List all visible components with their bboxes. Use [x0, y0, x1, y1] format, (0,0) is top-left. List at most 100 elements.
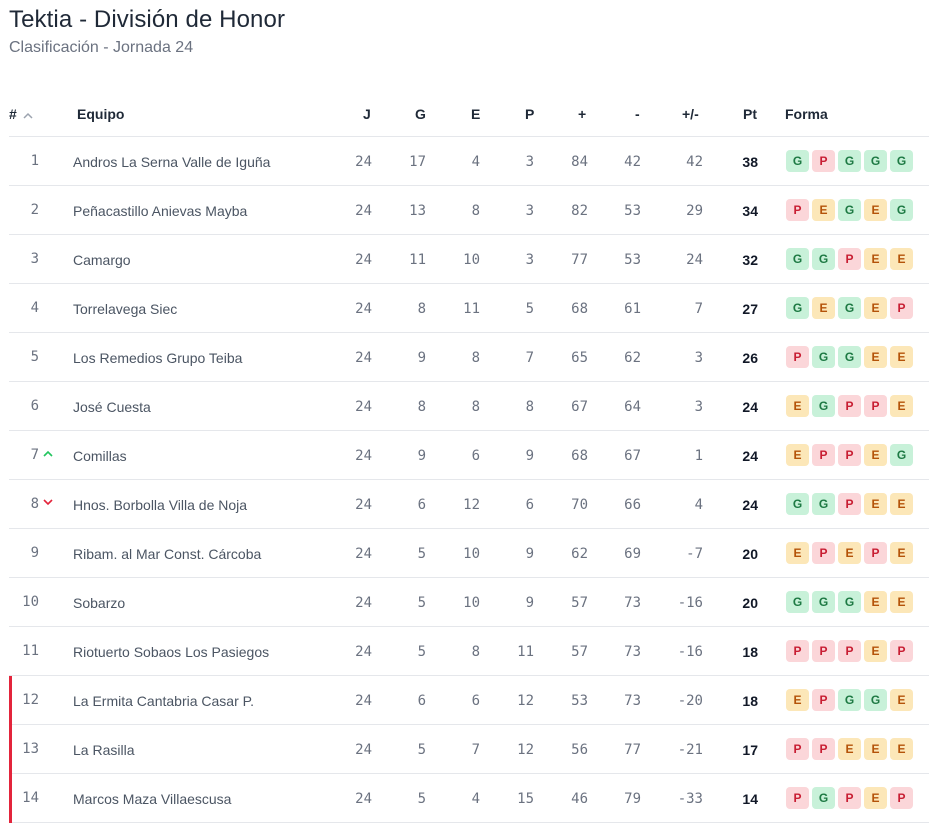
row-position: 7 — [30, 447, 39, 463]
cell-j: 24 — [355, 693, 372, 709]
form-badge: G — [890, 199, 913, 221]
form-badge: G — [812, 787, 835, 809]
form-badge: E — [890, 591, 913, 613]
team-name[interactable]: Sobarzo — [73, 595, 126, 611]
col-header-e[interactable]: E — [471, 106, 481, 122]
table-row[interactable]: 6 José Cuesta 24 8 8 8 67 64 3 24 E G P P E — [9, 382, 929, 431]
team-name[interactable]: Andros La Serna Valle de Iguña — [73, 154, 271, 170]
cell-gf: 57 — [571, 595, 588, 611]
cell-p: 12 — [517, 742, 534, 758]
form-badge: E — [864, 493, 887, 515]
cell-j: 24 — [355, 203, 372, 219]
col-header-g[interactable]: G — [415, 106, 426, 122]
cell-p: 6 — [525, 497, 534, 513]
cell-e: 10 — [463, 252, 480, 268]
form-badge: E — [864, 591, 887, 613]
form-badge: G — [838, 346, 861, 368]
cell-p: 3 — [525, 252, 534, 268]
form-badge: G — [786, 591, 809, 613]
col-header-team[interactable]: Equipo — [77, 106, 125, 122]
cell-pt: 24 — [742, 399, 758, 415]
table-row[interactable]: 10 Sobarzo 24 5 10 9 57 73 -16 20 G G G E E — [9, 578, 929, 627]
row-position: 12 — [22, 692, 39, 708]
cell-p: 5 — [525, 301, 534, 317]
cell-j: 24 — [355, 546, 372, 562]
team-name[interactable]: Marcos Maza Villaescusa — [73, 791, 232, 807]
cell-p: 3 — [525, 203, 534, 219]
cell-e: 8 — [471, 350, 480, 366]
form-badge: P — [786, 199, 809, 221]
team-name[interactable]: Camargo — [73, 252, 131, 268]
cell-g: 5 — [417, 595, 426, 611]
team-name[interactable]: Peñacastillo Anievas Mayba — [73, 203, 248, 219]
team-name[interactable]: Riotuerto Sobaos Los Pasiegos — [73, 644, 270, 660]
cell-g: 8 — [417, 301, 426, 317]
cell-ga: 66 — [624, 497, 641, 513]
table-row[interactable]: 11 Riotuerto Sobaos Los Pasiegos 24 5 8 11 57 7… — [9, 627, 929, 676]
table-row[interactable]: 3 Camargo 24 11 10 3 77 53 24 32 G G P E E — [9, 235, 929, 284]
sort-asc-icon[interactable] — [23, 106, 33, 122]
cell-gf: 82 — [571, 203, 588, 219]
cell-ga: 73 — [624, 644, 641, 660]
row-position: 11 — [22, 643, 39, 659]
cell-gf: 53 — [571, 693, 588, 709]
col-header-p[interactable]: P — [525, 106, 535, 122]
table-row[interactable]: 9 Ribam. al Mar Const. Cárcoba 24 5 10 9 62 69 -… — [9, 529, 929, 578]
team-name[interactable]: Comillas — [73, 448, 127, 464]
form-badge: P — [838, 640, 861, 662]
form-badge: E — [864, 248, 887, 270]
cell-diff: 4 — [694, 497, 703, 513]
cell-e: 10 — [463, 595, 480, 611]
col-header-pos[interactable]: # — [9, 106, 17, 122]
col-header-pt[interactable]: Pt — [743, 106, 757, 122]
form-badge: P — [812, 738, 835, 760]
table-row[interactable]: 5 Los Remedios Grupo Teiba 24 9 8 7 65 62 3 26 P G G… — [9, 333, 929, 382]
team-name[interactable]: La Rasilla — [73, 742, 135, 758]
team-name[interactable]: José Cuesta — [73, 399, 151, 415]
cell-j: 24 — [355, 399, 372, 415]
form-badge: G — [838, 199, 861, 221]
col-header-diff[interactable]: +/- — [682, 106, 699, 122]
team-name[interactable]: Los Remedios Grupo Teiba — [73, 350, 243, 366]
cell-j: 24 — [355, 301, 372, 317]
cell-gf: 68 — [571, 448, 588, 464]
table-row[interactable]: 8 Hnos. Borbolla Villa de Noja 24 6 12 6 70 66 4… — [9, 480, 929, 529]
cell-e: 6 — [471, 448, 480, 464]
table-row[interactable]: 13 La Rasilla 24 5 7 12 56 77 -21 17 P P E E E — [9, 725, 929, 774]
table-row[interactable]: 14 Marcos Maza Villaescusa 24 5 4 15 46 79 -33 14… — [9, 774, 929, 823]
cell-pt: 17 — [742, 742, 758, 758]
cell-e: 7 — [471, 742, 480, 758]
row-position: 5 — [30, 349, 39, 365]
form-badge: E — [890, 493, 913, 515]
cell-ga: 61 — [624, 301, 641, 317]
cell-diff: -7 — [686, 546, 703, 562]
form-badge: E — [890, 248, 913, 270]
table-row[interactable]: 2 Peñacastillo Anievas Mayba 24 13 8 3 82 53 29 3… — [9, 186, 929, 235]
form-badge: E — [864, 297, 887, 319]
table-row[interactable]: 1 Andros La Serna Valle de Iguña 24 17 4 3 84 4… — [9, 137, 929, 186]
cell-p: 12 — [517, 693, 534, 709]
row-position: 9 — [30, 545, 39, 561]
table-row[interactable]: 12 La Ermita Cantabria Casar P. 24 6 6 12 53 73… — [9, 676, 929, 725]
col-header-ga[interactable]: - — [635, 106, 640, 122]
cell-e: 8 — [471, 203, 480, 219]
form-badge: E — [890, 689, 913, 711]
col-header-j[interactable]: J — [363, 106, 371, 122]
cell-p: 3 — [525, 154, 534, 170]
team-name[interactable]: La Ermita Cantabria Casar P. — [73, 693, 255, 709]
col-header-gf[interactable]: + — [578, 106, 587, 122]
cell-ga: 64 — [624, 399, 641, 415]
team-name[interactable]: Torrelavega Siec — [73, 301, 178, 317]
cell-p: 8 — [525, 399, 534, 415]
form-badge: E — [786, 689, 809, 711]
row-position: 3 — [30, 251, 39, 267]
table-row[interactable]: 4 Torrelavega Siec 24 8 11 5 68 61 7 27 G E G E P — [9, 284, 929, 333]
team-name[interactable]: Hnos. Borbolla Villa de Noja — [73, 497, 248, 513]
cell-pt: 27 — [742, 301, 758, 317]
team-name[interactable]: Ribam. al Mar Const. Cárcoba — [73, 546, 262, 562]
table-row[interactable]: 7 Comillas 24 9 6 9 68 67 1 24 E P P E G — [9, 431, 929, 480]
